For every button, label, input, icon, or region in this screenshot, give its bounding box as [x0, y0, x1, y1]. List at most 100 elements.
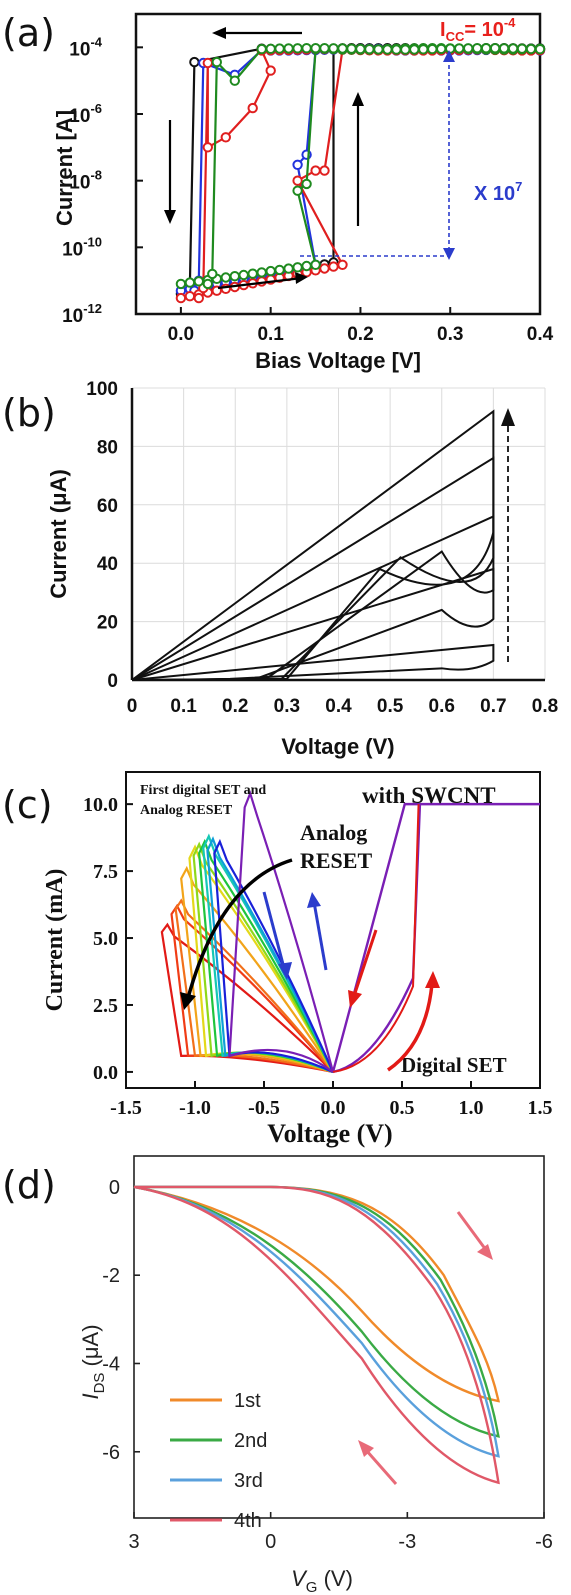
- analog-label-2: RESET: [300, 848, 372, 873]
- analog-label-1: Analog: [300, 820, 367, 845]
- red-arrow-up-head: [425, 971, 440, 988]
- data-point-a-3: [301, 260, 312, 272]
- reset-sweep-c-10: [228, 790, 335, 1073]
- iv-loop-b-1: [131, 567, 495, 681]
- data-point-a-3: [265, 265, 276, 277]
- arrow-up-d: [364, 1449, 398, 1485]
- y-tick-label: -2: [102, 1265, 120, 1287]
- x-tick-label: 0.7: [480, 696, 506, 717]
- x-tick-label: -1.5: [110, 1097, 142, 1119]
- ratio-label: X 107: [474, 179, 522, 205]
- data-point-a-3: [193, 276, 205, 287]
- arrow-down-d-head: [477, 1244, 493, 1260]
- reset-sweep-c-3: [180, 865, 334, 1073]
- legend-label-2nd: 2nd: [234, 1430, 267, 1452]
- x-tick-label: 1.0: [459, 1097, 484, 1119]
- chart-b: (b) 0 0.1 0.2 0.3 0.4 0.5 0.6 0.7 0.8 0 20 40 60 80 1…: [2, 380, 558, 759]
- data-point-a-2: [220, 132, 232, 143]
- legend-label-4th: 4th: [234, 1510, 262, 1532]
- x-tick-label: 0.0: [168, 324, 194, 345]
- swcnt-label: with SWCNT: [362, 783, 496, 808]
- data-point-a-3: [207, 268, 218, 280]
- data-point-a-3: [274, 264, 285, 276]
- first-digital-label-2: Analog RESET: [140, 803, 233, 818]
- data-point-a-3: [534, 44, 546, 55]
- data-point-a-3: [364, 44, 375, 55]
- x-tick-label: 0.3: [274, 696, 300, 717]
- data-point-a-2: [184, 291, 196, 302]
- arrow-top-head: [212, 27, 226, 39]
- iv-loop-b-0: [131, 643, 495, 681]
- data-point-a-3: [265, 43, 276, 54]
- chart-c: (c) -1.5 -1.0 -0.5 0.0 0.5 1.0 1.5 0.0 2.5 5.0 7.…: [2, 771, 553, 1148]
- dashed-arrow-b-head: [501, 408, 515, 426]
- chart-d: (d) 3 0 -3 -6 0 -2 -4 -6 1st 2nd 3rd 4th IDS (μA)…: [2, 1155, 553, 1595]
- blue-arrow-up-head: [307, 892, 321, 908]
- data-point-a-3: [310, 43, 321, 54]
- x-tick-label: 0.3: [437, 324, 463, 345]
- chart-a: (a) Current [A] Bias Voltage [V] 0.0 0.1 0…: [2, 11, 554, 373]
- data-point-a-2: [247, 102, 258, 114]
- x-tick-label: 0: [265, 1531, 276, 1553]
- arrow-right-head: [352, 92, 364, 106]
- y-tick-label: 80: [97, 437, 118, 458]
- y-tick-exponent: -12: [83, 301, 102, 316]
- data-point-a-1: [292, 159, 303, 171]
- iv-loop-b-3: [131, 456, 495, 681]
- data-point-a-3: [247, 268, 258, 279]
- panel-label-b: (b): [2, 391, 56, 435]
- data-point-a-3: [516, 43, 528, 54]
- data-point-a-3: [175, 278, 187, 290]
- data-point-a-3: [463, 43, 474, 54]
- data-point-a-3: [283, 43, 294, 54]
- x-tick-label: 0.5: [390, 1097, 415, 1119]
- arrow-bottom-head: [295, 272, 308, 284]
- y-tick-exponent: -4: [90, 34, 102, 49]
- y-tick-label: 10-4: [69, 34, 102, 60]
- panel-label-a: (a): [2, 11, 55, 55]
- x-axis-label-a: Bias Voltage [V]: [255, 348, 421, 373]
- transfer-curve-d-0: [133, 1185, 500, 1403]
- data-point-a-0: [189, 56, 200, 68]
- y-tick-label: 10.0: [83, 794, 118, 816]
- reset-sweep-c-0: [160, 922, 334, 1074]
- panel-label-d: (d): [2, 1163, 56, 1207]
- y-axis-label-b: Current (μA): [46, 469, 71, 599]
- analog-reset-arrow: [186, 858, 293, 999]
- y-tick-label: -6: [102, 1442, 120, 1464]
- data-point-a-3: [319, 43, 330, 54]
- blue-arrow-down: [262, 891, 286, 969]
- transfer-curve-d-3: [133, 1185, 500, 1485]
- y-tick-label: 0: [107, 671, 118, 692]
- data-point-a-2: [319, 165, 330, 176]
- data-point-a-3: [283, 263, 294, 274]
- y-tick-label: 0: [109, 1177, 120, 1199]
- x-tick-label: 0.1: [257, 324, 284, 345]
- y-tick-label: 7.5: [93, 861, 118, 883]
- x-tick-label: 0.8: [532, 696, 558, 717]
- data-point-a-3: [409, 44, 420, 55]
- data-point-a-2: [319, 263, 330, 274]
- data-point-a-2: [175, 292, 187, 304]
- data-point-a-3: [256, 267, 267, 278]
- data-point-a-3: [202, 278, 214, 290]
- data-point-a-3: [472, 43, 483, 54]
- x-tick-label: 0.6: [429, 696, 455, 717]
- red-arrow-down: [352, 929, 378, 997]
- compliance-label: ICC= 10-4: [440, 15, 516, 44]
- data-point-a-3: [301, 43, 312, 54]
- arrow-bottom: [217, 276, 303, 290]
- data-point-a-3: [355, 43, 366, 55]
- digital-set-label: Digital SET: [401, 1053, 507, 1077]
- data-point-a-3: [238, 269, 249, 281]
- x-tick-label: -3: [398, 1531, 416, 1553]
- red-arrow-down-head: [348, 990, 362, 1008]
- y-tick-exponent: -10: [83, 234, 102, 249]
- x-tick-label: 0.5: [377, 696, 404, 717]
- data-point-a-3: [400, 44, 411, 55]
- series-line-a-2: [180, 47, 542, 300]
- x-tick-label: 1.5: [528, 1097, 553, 1119]
- data-point-a-3: [445, 43, 456, 54]
- y-tick-label: 40: [97, 554, 118, 575]
- data-point-a-3: [382, 44, 393, 55]
